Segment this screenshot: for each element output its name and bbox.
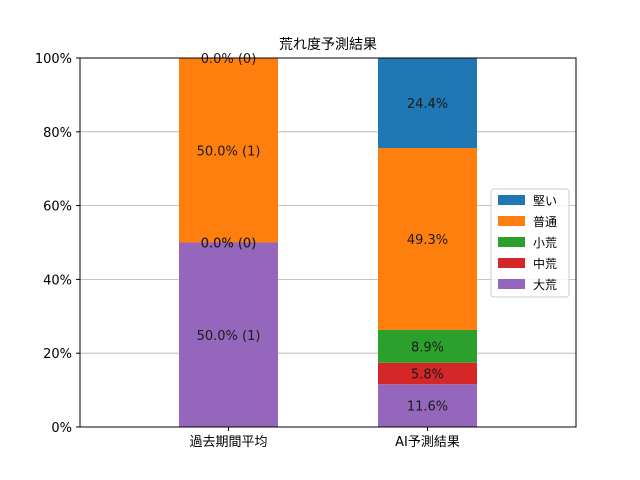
bar-value-label: 5.8% [411, 367, 444, 382]
bar-segment [378, 329, 477, 363]
legend-label: 小荒 [533, 236, 557, 250]
bar-segment [378, 58, 477, 149]
bars [179, 58, 477, 427]
y-tick-label: 40% [43, 273, 72, 288]
bar-segment [179, 242, 278, 427]
bar-value-label: 0.0% (0) [201, 237, 257, 252]
bar-value-label: 0.0% (0) [201, 237, 257, 252]
bar-segment [378, 362, 477, 385]
legend-swatch [498, 216, 525, 226]
bar-labels: 50.0% (1) 11.6% 0.0% (0) 5.8% 0.0% (0) 8.9% 50… [197, 52, 449, 415]
legend-label: 普通 [533, 215, 557, 229]
legend-swatch [498, 237, 525, 247]
bar-value-label: 11.6% [407, 400, 448, 415]
bar-value-label: 8.9% [411, 340, 444, 355]
legend-label: 大荒 [533, 278, 557, 292]
chart-title: 荒れ度予測結果 [279, 37, 377, 53]
legend-swatch [498, 195, 525, 205]
x-tick-label: 過去期間平均 [189, 435, 267, 450]
y-tick-label: 20% [43, 347, 72, 362]
bar-value-label: 49.3% [407, 233, 448, 248]
bar-value-label: 50.0% (1) [197, 144, 261, 159]
y-axis: 0% 20% 40% 60% 80% 100% [35, 52, 80, 436]
x-tick-label: AI予測結果 [395, 435, 460, 450]
bar-value-label: 24.4% [407, 97, 448, 112]
y-tick-label: 80% [43, 126, 72, 141]
legend-label: 中荒 [533, 256, 557, 271]
y-tick-label: 100% [35, 52, 72, 67]
x-axis: 過去期間平均 AI予測結果 [189, 427, 460, 450]
bar-value-label: 50.0% (1) [197, 329, 261, 344]
y-tick-label: 0% [51, 421, 72, 436]
bar-value-label: 0.0% (0) [201, 52, 257, 67]
y-tick-label: 60% [43, 200, 72, 215]
bar-segment [378, 384, 477, 427]
plot-area [79, 57, 577, 428]
legend-swatch [498, 258, 525, 268]
bar-segment [179, 58, 278, 243]
bar-segment [378, 148, 477, 330]
legend-label: 堅い [533, 194, 557, 208]
legend-swatch [498, 279, 525, 289]
